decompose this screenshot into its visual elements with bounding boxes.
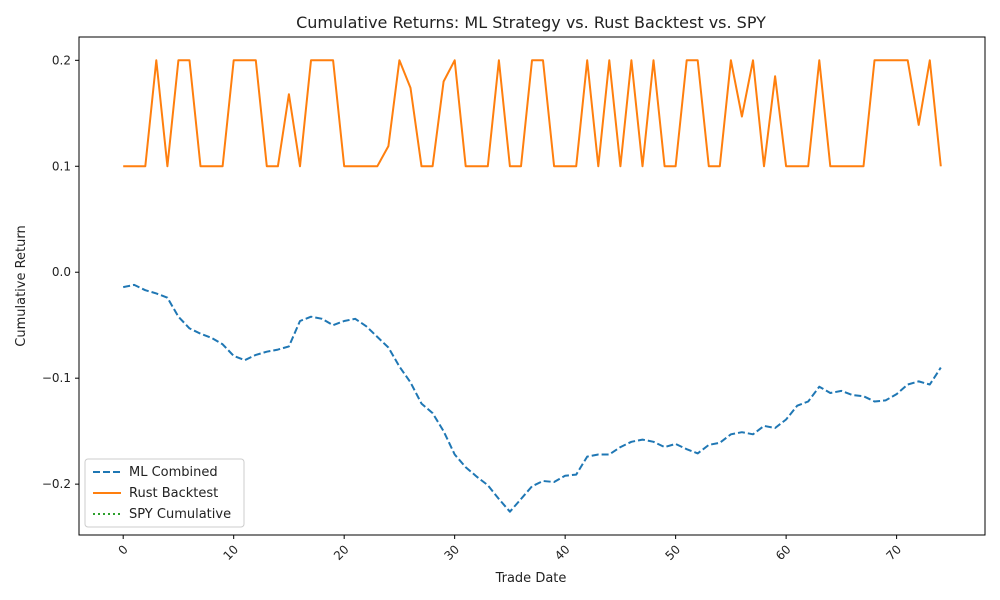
legend-box [84,458,245,528]
y-tick-label: 0.1 [52,159,71,173]
chart-title: Cumulative Returns: ML Strategy vs. Rust… [296,13,766,32]
x-axis-label: Trade Date [495,571,567,586]
y-tick-label: 0.2 [52,53,71,67]
legend: ML Combined Rust Backtest SPY Cumulative [84,458,245,528]
series-line-ml-combined [123,283,942,513]
y-tick-label: 0.0 [52,265,71,279]
y-axis-label: Cumulative Return [14,225,29,346]
y-tick-label: −0.1 [42,371,71,385]
y-tick-label: −0.2 [42,477,71,491]
legend-label-spy-cumulative: SPY Cumulative [129,507,231,522]
series-line-rust-backtest [123,59,942,168]
legend-label-rust-backtest: Rust Backtest [129,486,218,501]
plot-area [78,36,986,536]
legend-label-ml-combined: ML Combined [129,465,218,480]
series-lines [123,59,942,513]
